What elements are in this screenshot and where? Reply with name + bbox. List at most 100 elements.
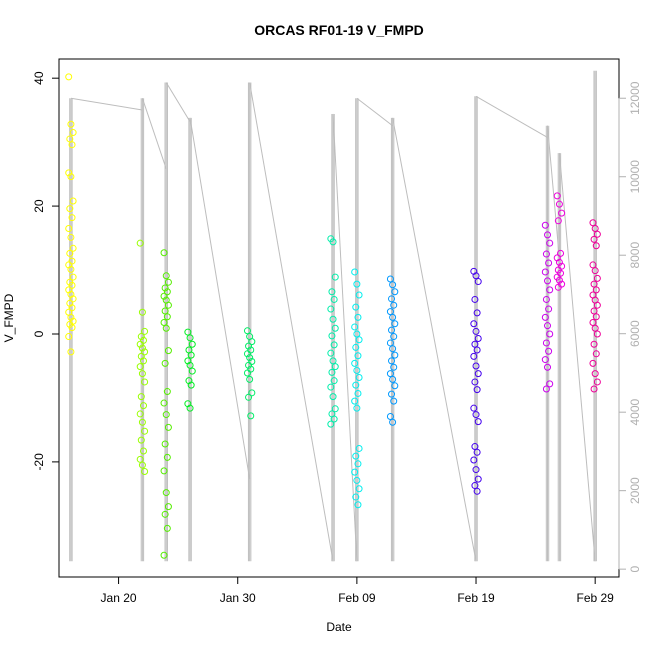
data-point xyxy=(593,301,601,309)
data-point xyxy=(188,340,196,348)
y-axis-left: -20 0 20 40 xyxy=(32,71,60,471)
data-point xyxy=(554,217,562,225)
data-point xyxy=(331,273,339,281)
data-point xyxy=(589,219,597,227)
data-point xyxy=(330,295,338,303)
data-point xyxy=(389,281,397,289)
data-point xyxy=(474,334,482,342)
x-tick-label: Feb 19 xyxy=(457,591,495,605)
data-point xyxy=(327,383,335,391)
chart-title: ORCAS RF01-19 V_FMPD xyxy=(254,22,424,38)
data-point xyxy=(66,249,74,257)
y-right-tick-label: 10000 xyxy=(628,160,642,194)
data-point xyxy=(355,373,363,381)
data-point xyxy=(592,242,600,250)
data-point xyxy=(473,487,481,495)
data-point xyxy=(355,444,363,452)
data-point xyxy=(555,258,563,266)
data-point xyxy=(472,362,480,370)
data-point xyxy=(558,209,566,217)
altitude-transit-segment xyxy=(475,95,548,138)
data-point xyxy=(141,427,149,435)
data-point xyxy=(591,370,599,378)
data-point xyxy=(140,447,148,455)
data-point xyxy=(184,328,192,336)
data-point xyxy=(388,326,396,334)
y-right-tick-label: 2000 xyxy=(628,477,642,504)
data-point xyxy=(160,551,168,559)
data-point xyxy=(592,313,600,321)
data-point xyxy=(65,169,73,177)
data-point xyxy=(353,280,361,288)
data-point xyxy=(329,315,337,323)
data-point xyxy=(555,200,563,208)
data-point xyxy=(160,292,168,300)
data-point xyxy=(355,485,363,493)
altitude-transit-segment xyxy=(547,125,560,260)
data-point xyxy=(163,453,171,461)
data-point xyxy=(331,405,339,413)
data-point xyxy=(472,466,480,474)
data-point xyxy=(164,423,172,431)
data-point xyxy=(472,327,480,335)
data-point xyxy=(592,286,600,294)
data-point xyxy=(69,197,77,205)
data-point xyxy=(331,324,339,332)
data-point xyxy=(67,120,75,128)
data-point xyxy=(138,308,146,316)
altitude-transit-segment xyxy=(141,98,167,170)
altitude-transit-segment xyxy=(189,117,251,479)
data-point xyxy=(141,467,149,475)
data-point xyxy=(545,347,553,355)
data-point xyxy=(163,313,171,321)
data-point xyxy=(470,320,478,328)
data-point xyxy=(136,239,144,247)
data-point xyxy=(161,440,169,448)
data-point xyxy=(389,375,397,383)
data-point xyxy=(137,393,145,401)
data-point xyxy=(389,418,397,426)
data-point xyxy=(69,244,77,252)
data-point xyxy=(327,420,335,428)
data-point xyxy=(187,351,195,359)
data-point xyxy=(136,455,144,463)
data-point xyxy=(160,249,168,257)
data-point xyxy=(591,324,599,332)
data-point xyxy=(164,503,172,511)
data-point xyxy=(248,338,256,346)
data-point xyxy=(354,389,362,397)
data-point xyxy=(473,346,481,354)
data-point xyxy=(555,276,563,284)
data-point xyxy=(68,214,76,222)
data-point xyxy=(330,341,338,349)
data-point xyxy=(352,381,360,389)
x-tick-label: Jan 20 xyxy=(101,591,137,605)
data-point xyxy=(186,361,194,369)
y-right-tick-label: 12000 xyxy=(628,81,642,115)
data-point xyxy=(471,482,479,490)
data-point xyxy=(386,308,394,316)
data-point xyxy=(68,304,76,312)
y-tick-label: 40 xyxy=(32,71,46,85)
data-point xyxy=(391,351,399,359)
data-point xyxy=(69,129,77,137)
data-point xyxy=(136,340,144,348)
data-point xyxy=(541,268,549,276)
data-point xyxy=(355,291,363,299)
y-tick-label: 20 xyxy=(32,199,46,213)
data-point xyxy=(246,354,254,362)
data-point xyxy=(351,468,359,476)
y-axis-label: V_FMPD xyxy=(2,293,16,342)
data-point xyxy=(391,382,399,390)
y-axis-right: 0 2000 4000 6000 8000 10000 12000 xyxy=(618,81,642,572)
data-point xyxy=(390,301,398,309)
data-point xyxy=(542,295,550,303)
data-point xyxy=(330,377,338,385)
data-point xyxy=(164,278,172,286)
data-point xyxy=(354,501,362,509)
data-point xyxy=(140,357,148,365)
data-point xyxy=(471,378,479,386)
data-point xyxy=(472,272,480,280)
data-point xyxy=(388,390,396,398)
data-point xyxy=(67,348,75,356)
